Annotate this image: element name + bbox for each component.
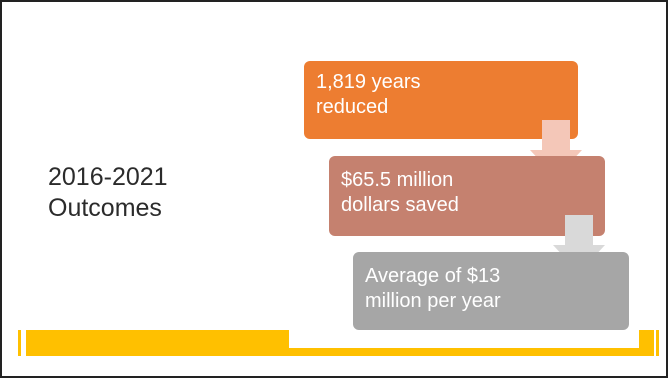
step-1-line-1: 1,819 years bbox=[316, 71, 421, 93]
accent-bar-right-tick bbox=[656, 330, 659, 356]
step-2-line-1: $65.5 million bbox=[341, 169, 454, 191]
step-2-box: $65.5 million dollars saved bbox=[329, 156, 605, 236]
step-3-line-2: million per year bbox=[365, 290, 501, 312]
step-3-line-1: Average of $13 bbox=[365, 265, 501, 287]
step-1-box: 1,819 years reduced bbox=[304, 61, 578, 139]
accent-bar-left-tick bbox=[18, 330, 21, 356]
step-1-line-2: reduced bbox=[316, 96, 389, 118]
slide-title: 2016-2021 Outcomes bbox=[48, 162, 268, 224]
title-line-1: 2016-2021 bbox=[48, 163, 168, 191]
title-line-2: Outcomes bbox=[48, 194, 162, 222]
step-3-box: Average of $13 million per year bbox=[353, 252, 629, 330]
accent-bar-cutout bbox=[289, 330, 639, 348]
step-2-line-2: dollars saved bbox=[341, 194, 459, 216]
